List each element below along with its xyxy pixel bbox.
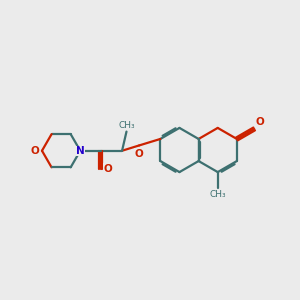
Text: O: O <box>31 146 40 156</box>
Text: O: O <box>103 164 112 174</box>
Text: O: O <box>135 149 143 159</box>
Text: CH₃: CH₃ <box>118 121 135 130</box>
Text: CH₃: CH₃ <box>209 190 226 199</box>
Text: O: O <box>256 118 264 128</box>
Text: N: N <box>76 146 85 156</box>
